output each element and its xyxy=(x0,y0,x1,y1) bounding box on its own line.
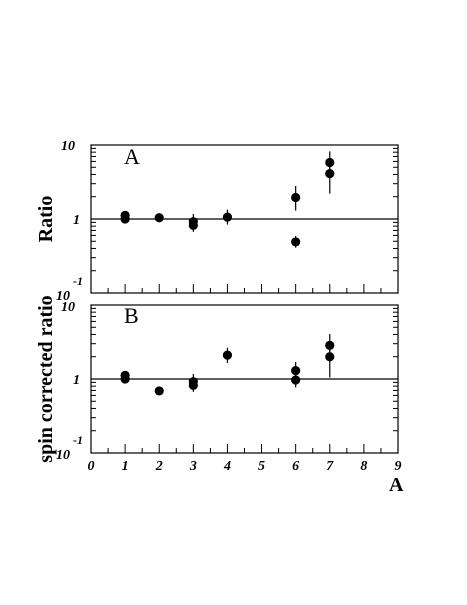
panel-a-ytick-top: 10 xyxy=(61,139,75,154)
panel-a: A 10 1 -1 10 Ratio xyxy=(35,139,399,304)
panel-a-data-point xyxy=(222,212,233,222)
panel-a-data-point xyxy=(188,220,198,230)
panel-b-xtick-labels: 0 1 2 3 4 5 6 7 8 9 xyxy=(88,459,402,474)
panel-b-xtick-label: 6 xyxy=(292,459,299,474)
panel-b-xtick-label: 2 xyxy=(155,459,163,474)
panel-b-letter: B xyxy=(124,303,139,328)
panel-b-data-point xyxy=(291,375,301,385)
panel-a-data-point xyxy=(291,192,301,203)
panel-a-ytick-mid: 1 xyxy=(73,213,80,228)
panel-b: B 10 1 -1 10 spin corrected ratio 0 1 2 3 4 5… xyxy=(35,295,404,496)
panel-b-data-point xyxy=(120,374,130,384)
panel-b-xtick-label: 1 xyxy=(122,459,129,474)
panel-a-ytick-exp: -1 xyxy=(73,274,83,288)
panel-b-ylabel: spin corrected ratio xyxy=(35,295,57,462)
panel-b-data-point xyxy=(222,350,233,360)
panel-b-data-point xyxy=(188,380,198,390)
panel-b-xtick-label: 0 xyxy=(88,459,95,474)
panel-b-ytick-top: 10 xyxy=(61,300,75,315)
panel-b-data-point xyxy=(325,352,335,362)
panel-a-data-point xyxy=(325,169,335,179)
panel-b-xtick-label: 8 xyxy=(360,459,367,474)
panel-a-data-point xyxy=(154,213,164,223)
panel-a-points xyxy=(120,151,335,248)
panel-a-ylabel: Ratio xyxy=(35,196,57,243)
panel-a-ytick-bottom: 10 xyxy=(56,289,70,304)
panel-a-ticks xyxy=(90,144,399,294)
panel-b-xtick-label: 5 xyxy=(258,459,265,474)
panel-b-ticks xyxy=(90,304,399,454)
panel-b-xtick-label: 4 xyxy=(223,459,231,474)
panel-a-data-point xyxy=(120,214,130,224)
panel-b-data-point xyxy=(291,365,301,376)
panel-b-xtick-label: 9 xyxy=(395,459,402,474)
panel-b-xtick-label: 3 xyxy=(189,459,197,474)
panel-a-data-point xyxy=(291,237,301,247)
panel-b-data-point xyxy=(154,386,164,396)
panel-b-ytick-bottom: 10 xyxy=(56,448,70,463)
panel-b-ytick-mid: 1 xyxy=(73,373,80,388)
panel-b-points xyxy=(120,334,335,396)
panel-b-ytick-exp: -1 xyxy=(73,433,83,447)
panel-a-letter: A xyxy=(124,144,140,169)
panel-b-xtick-label: 7 xyxy=(326,459,334,474)
x-axis-title: A xyxy=(389,474,404,496)
